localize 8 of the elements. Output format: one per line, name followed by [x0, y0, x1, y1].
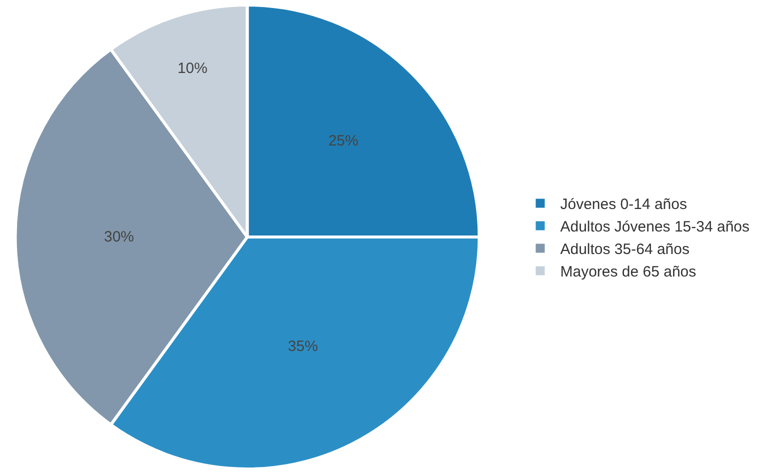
legend-label: Mayores de 65 años — [560, 264, 696, 281]
legend-label: Jóvenes 0-14 años — [560, 196, 687, 214]
data-label: 25% — [328, 132, 358, 150]
data-label: 10% — [177, 60, 208, 77]
legend-label: Adultos Jóvenes 15-34 años — [560, 218, 750, 236]
legend-label: Adultos 35-64 años — [560, 241, 690, 258]
data-label: 35% — [288, 338, 318, 355]
data-label: 30% — [104, 228, 134, 246]
